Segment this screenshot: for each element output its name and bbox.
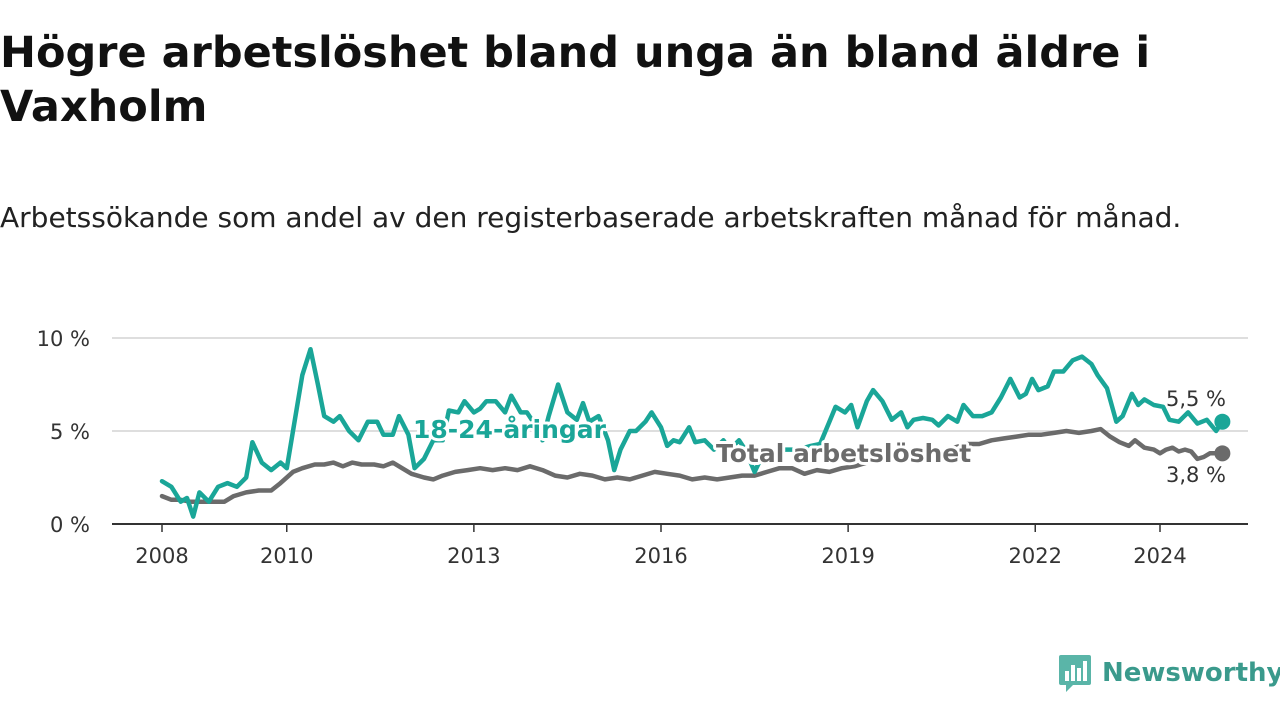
series-label-total-halo: Total arbetslöshet	[716, 439, 971, 468]
x-tick-label: 2008	[135, 544, 188, 568]
axis-layer: 0 % 5 % 10 % 2008 2010 2013 2016 2019 2022 2024	[37, 327, 1248, 568]
end-value-18-24: 5,5 %	[1166, 387, 1226, 411]
chart-title: Högre arbetslöshet bland unga än bland ä…	[0, 28, 1151, 132]
series-line-total	[159, 426, 1225, 504]
end-point-18-24	[1214, 413, 1231, 430]
end-point-total	[1214, 445, 1231, 462]
grid-layer	[112, 337, 1248, 432]
y-tick-label: 10 %	[37, 327, 90, 351]
y-tick-label: 5 %	[50, 420, 90, 444]
series-line-18-24	[159, 346, 1225, 519]
x-tick-label: 2016	[634, 544, 687, 568]
x-tick-label: 2019	[821, 544, 874, 568]
end-value-total: 3,8 %	[1166, 463, 1226, 487]
series-label-18-24-halo: 18-24-åringar	[413, 415, 607, 444]
x-tick-label: 2010	[260, 544, 313, 568]
series-layer	[159, 346, 1231, 519]
line-chart: 0 % 5 % 10 % 2008 2010 2013 2016 2019 2022 2024 1…	[37, 327, 1248, 568]
chart-subtitle: Arbetssökande som andel av den registerb…	[0, 201, 1182, 234]
newsworthy-logo-icon	[1059, 655, 1091, 692]
brand-name: Newsworthy	[1102, 658, 1280, 688]
series-label-18-24: 18-24-åringar	[413, 415, 607, 444]
x-tick-label: 2024	[1133, 544, 1186, 568]
x-tick-label: 2013	[447, 544, 500, 568]
series-label-total: Total arbetslöshet	[716, 439, 971, 468]
x-tick-label: 2022	[1009, 544, 1062, 568]
y-tick-label: 0 %	[50, 513, 90, 537]
brand-logo: Newsworthy	[1058, 652, 1280, 694]
